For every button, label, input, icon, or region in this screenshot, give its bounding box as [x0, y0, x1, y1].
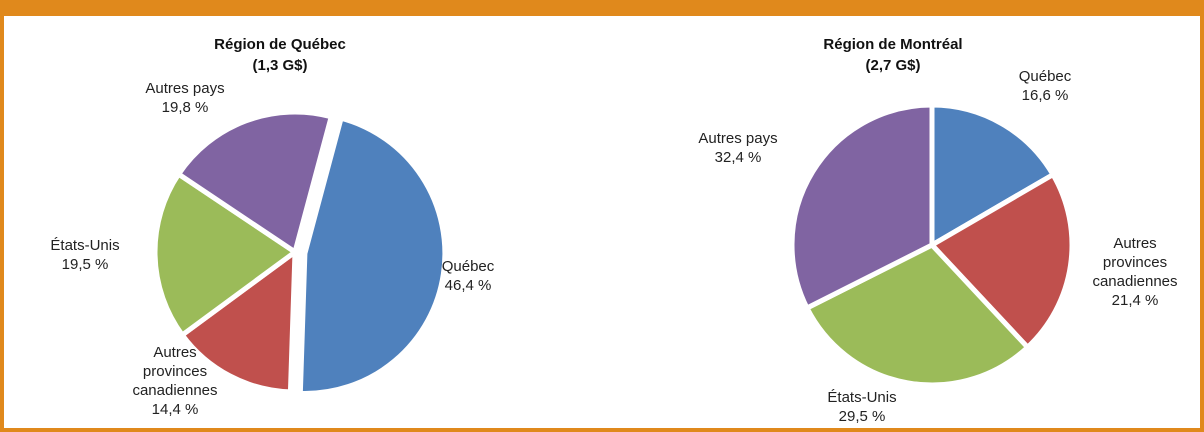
pie-slice: [152, 170, 300, 339]
slice-value: 32,4 %: [714, 149, 762, 166]
slice-label: États-Unis 29,5 %: [822, 388, 902, 426]
slice-value: 19,8 %: [161, 99, 209, 116]
pie-slice: [175, 109, 335, 257]
slice-value: 29,5 %: [838, 408, 886, 425]
chart-title: Région de Montréal: [823, 36, 963, 53]
slice-label: Québec 46,4 %: [428, 257, 508, 295]
slice-label: Autres provinces canadiennes 21,4 %: [1085, 234, 1185, 310]
slice-label: Autres provinces canadiennes 14,4 %: [125, 343, 225, 419]
slice-name: Autres provinces canadiennes: [1092, 235, 1178, 290]
slice-name: Québec: [1018, 68, 1072, 85]
slice-value: 14,4 %: [151, 401, 199, 418]
slice-label: Québec 16,6 %: [1005, 67, 1085, 105]
slice-value: 19,5 %: [61, 256, 109, 273]
slice-value: 21,4 %: [1111, 292, 1159, 309]
slice-label: États-Unis 19,5 %: [45, 236, 125, 274]
pie-slice: [789, 102, 935, 312]
pie-slice: [928, 171, 1075, 351]
slice-name: Autres pays: [145, 80, 225, 97]
slice-name: États-Unis: [50, 237, 120, 254]
pie-slice: [297, 115, 448, 396]
slice-name: États-Unis: [827, 389, 897, 406]
pie-slice: [929, 102, 1057, 250]
pie-slice: [178, 246, 298, 395]
slice-name: Autres pays: [698, 130, 778, 147]
slice-value: 16,6 %: [1021, 87, 1069, 104]
slice-name: Québec: [441, 258, 495, 275]
slice-value: 46,4 %: [444, 277, 492, 294]
slice-label: Autres pays 19,8 %: [140, 79, 230, 117]
chart-subtitle: (1,3 G$): [252, 57, 308, 74]
pie-slice: [803, 241, 1032, 388]
chart-title: Région de Québec: [214, 36, 346, 53]
slice-label: Autres pays 32,4 %: [693, 129, 783, 167]
slice-name: Autres provinces canadiennes: [132, 344, 218, 399]
chart-subtitle: (2,7 G$): [865, 57, 921, 74]
